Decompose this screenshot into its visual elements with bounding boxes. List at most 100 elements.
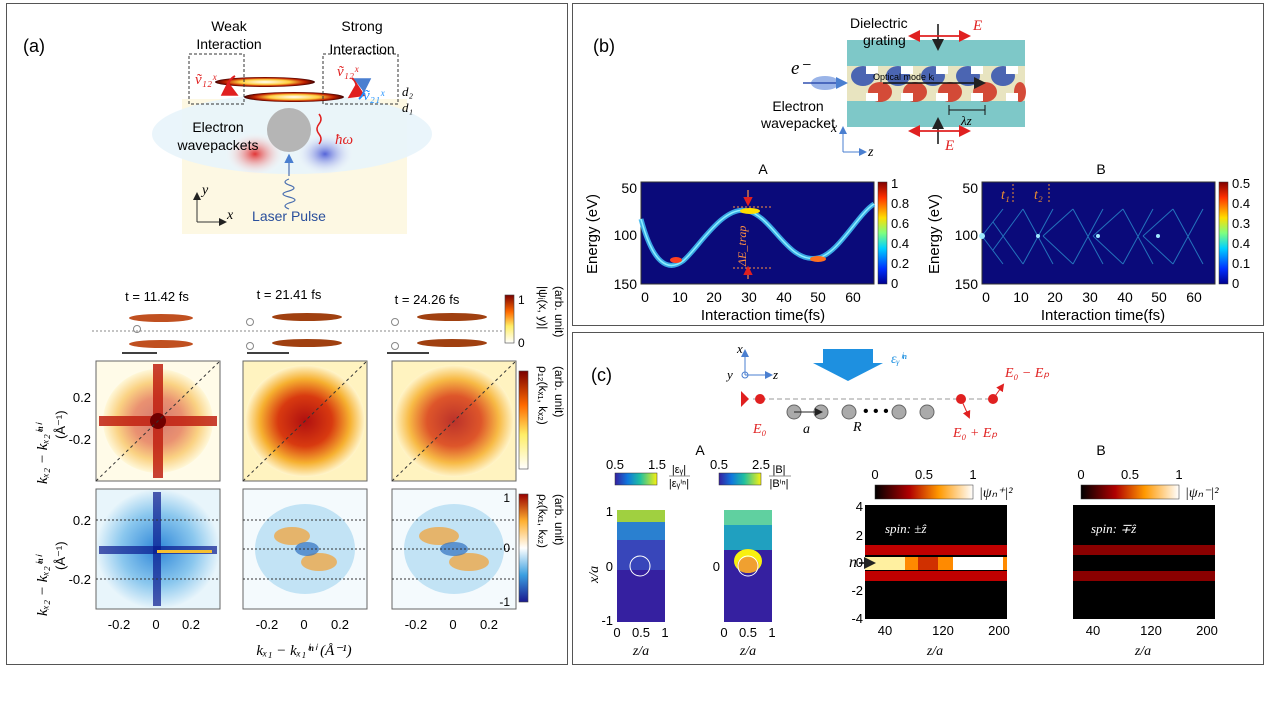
plot-c-b-title: B: [1096, 442, 1105, 458]
cb-a-tick-1: 1: [891, 176, 898, 191]
cb1-tick-0: 0: [518, 336, 525, 350]
cb1-label-1: |ψᵢ(x, y)|: [536, 286, 550, 329]
lambda-z-label: λz: [960, 113, 972, 128]
xtick-b-40: 40: [1117, 289, 1133, 305]
panel-b-label: (b): [593, 36, 615, 56]
R-label: R: [852, 420, 862, 435]
xlabel-b-a: Interaction time(fs): [701, 307, 825, 324]
xtick-a-40: 40: [776, 289, 792, 305]
axis-x-b: x: [830, 121, 838, 136]
rho12-map-3: [391, 360, 517, 482]
ylabel-bottom-1: kₓ₂ − kₓ₂ⁱⁿⁱ: [35, 554, 51, 616]
photon-wave: [316, 113, 322, 145]
xtick-c-a2-05: 0.5: [739, 625, 757, 640]
ellipsis: • • •: [863, 403, 889, 420]
cb4-label: |ψₙ⁻|²: [1185, 486, 1219, 501]
xlabel-c-a: z/a: [632, 644, 649, 659]
ylabel-b-a: Energy (eV): [584, 194, 601, 274]
xtick-3-zero: 0: [449, 617, 456, 632]
axis-x-label: x: [226, 208, 234, 223]
incident-field-arrow: [813, 349, 883, 381]
cb1-c-label-den: |εᵧⁱⁿ|: [669, 478, 689, 490]
xtick-b-20: 20: [1047, 289, 1063, 305]
xtick-b-0: 0: [982, 289, 990, 305]
snapshot-3-lower: [417, 339, 487, 347]
colorbar-rho12: [518, 370, 529, 470]
interaction-schematic: Weak Interaction Strong Interaction ṽ₁₂ˣ…: [152, 18, 432, 234]
wavepacket-lower: [244, 92, 344, 102]
t2-label: t₂: [1034, 188, 1043, 203]
xtick-b-60: 60: [1186, 289, 1202, 305]
ylabel-b-b: Energy (eV): [926, 194, 943, 274]
cb4-tick-05: 0.5: [1121, 467, 1139, 482]
ytick-a-100: 100: [614, 227, 638, 243]
axis-z-b: z: [867, 145, 874, 160]
ytick-c-a-1: 1: [606, 504, 613, 519]
b-field-map: [724, 510, 772, 622]
xlabel-c-b2: z/a: [1134, 644, 1151, 659]
laser-pulse-wave: [282, 178, 296, 210]
ytick-b-100: 100: [955, 227, 979, 243]
axis-x-c: x: [736, 341, 743, 356]
xtick-3-neg: -0.2: [405, 617, 427, 632]
xtick-c-b-120: 120: [932, 623, 954, 638]
ytick-c-b-neg4: -4: [851, 611, 863, 626]
delta-e-label: ΔE_trap: [735, 226, 749, 267]
dielectric-label-1: Dielectric: [850, 15, 908, 31]
xlabel-c-b: z/a: [926, 644, 943, 659]
cb2-c-tick-0: 0.5: [710, 457, 728, 472]
cb4-tick-1: 1: [1175, 467, 1182, 482]
cb3-tick-0: 0: [503, 541, 510, 555]
chain-schematic: x y z εᵧⁱⁿ • • • E₀ E₀ − Eₚ E₀ + Eₚ a R: [725, 341, 1049, 441]
e0-label: E₀: [752, 422, 767, 437]
colorbar-rhox: [518, 493, 529, 603]
xtick-b-10: 10: [1013, 289, 1029, 305]
cb2-c-label-den: |Bⁱⁿ|: [769, 478, 788, 490]
axis-y-label: y: [200, 183, 209, 198]
field-lobe-blue: [295, 132, 355, 176]
ylabel-c-a: x/a: [587, 566, 602, 584]
cb-a-tick-4: 0.4: [891, 236, 909, 251]
cb1-tick-1: 1: [518, 293, 525, 307]
xtick-1-pos: 0.2: [182, 617, 200, 632]
colorbar-b-field: [718, 472, 762, 486]
time-label-1: t = 11.42 fs: [125, 289, 189, 304]
xtick-1-zero: 0: [152, 617, 159, 632]
xtick-a-50: 50: [810, 289, 826, 305]
panel-c-label: (c): [591, 365, 612, 385]
strong-label-1: Strong: [341, 18, 382, 34]
electron-wp-label-2: wavepackets: [177, 137, 259, 153]
rho12-map-1: [95, 360, 221, 482]
eps-field-map: [617, 510, 665, 622]
cb-b-tick-1: 0.5: [1232, 176, 1250, 191]
colorbar-psi-plus: [874, 484, 974, 500]
xtick-c-a2-0: 0: [720, 625, 727, 640]
snapshot-3-upper: [417, 313, 487, 321]
optical-mode-label: Optical mode kᵢ: [873, 72, 934, 82]
v12b-label: ṽ₁₂ˣ: [337, 64, 359, 80]
cb1-label-2: (arb. unit): [552, 286, 566, 337]
cb1-c-tick-0: 0.5: [606, 457, 624, 472]
xtick-c-a-0: 0: [613, 625, 620, 640]
electron-wp-label-2: wavepacket: [760, 115, 835, 131]
panel-c: (c) x y z εᵧⁱⁿ • • • E₀ E₀ −: [572, 332, 1264, 665]
ylabel-top-1: kₓ₂ − kₓ₂ⁱⁿⁱ: [35, 422, 51, 484]
cb-a-tick-6: 0: [891, 276, 898, 291]
ytick-a-50: 50: [621, 180, 637, 196]
cb3-tick-neg1: -1: [499, 595, 510, 609]
panel-a: (a) Weak Interaction Strong Interaction: [6, 3, 568, 665]
wavepacket-upper: [215, 77, 315, 87]
cb3-label-2: (arb. unit): [552, 494, 566, 545]
ytick-c-a2-0: 0: [713, 559, 720, 574]
panel-b-figure: (b): [584, 15, 1250, 324]
cb-a-tick-5: 0.2: [891, 256, 909, 271]
spin-minus-label: spin: ∓ẑ: [1091, 521, 1137, 536]
xlabel-a: kₓ₁ − kₓ₁ⁱⁿⁱ (Å⁻¹): [256, 643, 351, 659]
colorbar-eps: [614, 472, 658, 486]
colorbar-b-b: [1218, 181, 1229, 285]
snapshot-1-lower: [129, 340, 193, 348]
v12-label: ṽ₁₂ˣ: [195, 72, 217, 88]
xlabel-b-b: Interaction time(fs): [1041, 307, 1165, 324]
ytick-c-b-0: 0: [856, 555, 863, 570]
xtick-2-zero: 0: [300, 617, 307, 632]
